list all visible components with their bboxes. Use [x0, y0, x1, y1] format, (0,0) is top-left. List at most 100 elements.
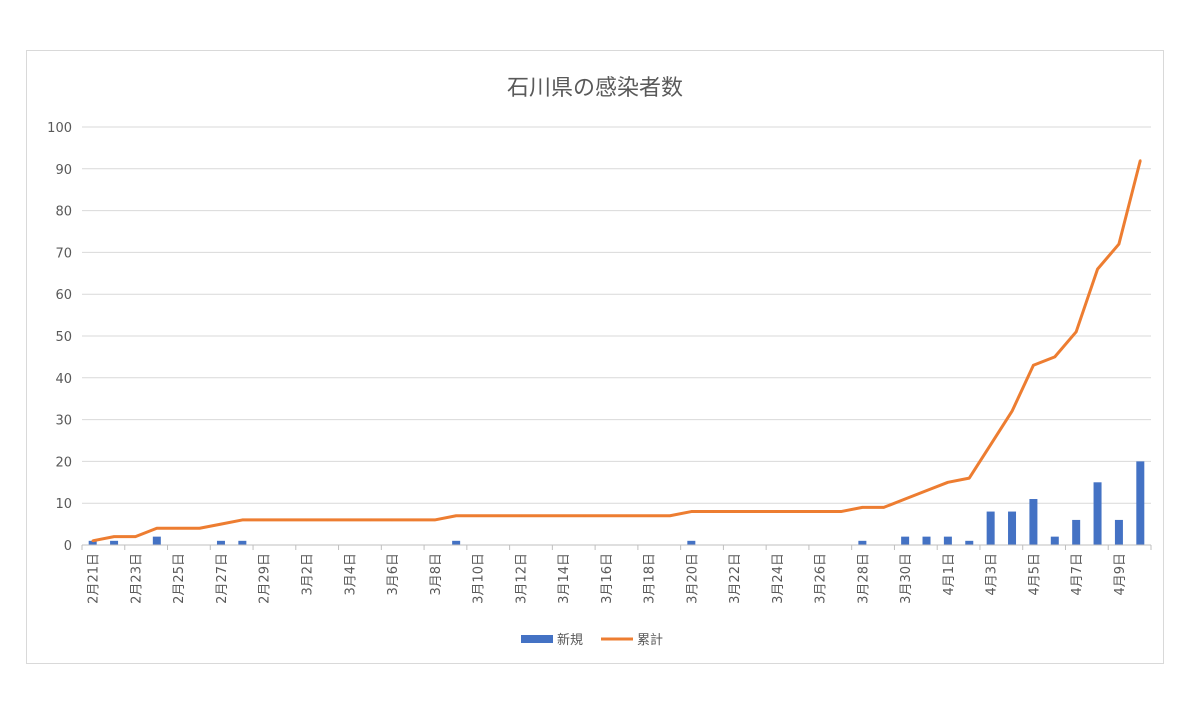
x-tick-label: 2月29日: [258, 553, 273, 604]
line-point-2月23日: [134, 535, 137, 538]
bar-4月9日: [1114, 519, 1123, 545]
line-point-3月21日: [711, 510, 714, 513]
line-point-3月14日: [561, 514, 565, 517]
line-point-4月1日: [946, 481, 950, 484]
chart-title: 石川県の感染者数: [507, 76, 683, 101]
line-point-3月11日: [497, 514, 501, 517]
bar-3月20日: [687, 540, 696, 545]
y-tick-label: 60: [55, 288, 72, 303]
line-point-3月2日: [305, 518, 308, 522]
x-tick-label: 4月9日: [1113, 553, 1128, 596]
bar-2月21日: [88, 540, 97, 545]
x-tick-label: 3月4日: [343, 553, 358, 596]
x-tick-label: 3月26日: [814, 553, 829, 604]
gridlines: [82, 126, 1151, 504]
line-series: [91, 159, 1142, 543]
y-tick-label: 40: [55, 372, 72, 387]
x-axis: [81, 544, 1152, 550]
y-tick-label: 30: [55, 414, 72, 429]
bar-3月9日: [452, 540, 461, 545]
legend-label-bar: 新規: [557, 632, 583, 648]
y-tick-label: 70: [55, 246, 72, 261]
legend-label-line: 累計: [637, 632, 663, 648]
bar-4月3日: [986, 511, 995, 545]
line-point-4月10日: [1139, 159, 1142, 162]
y-tick-label: 20: [55, 455, 72, 470]
x-tick-label: 4月5日: [1027, 553, 1042, 596]
line-point-3月5日: [369, 518, 372, 522]
x-tick-label: 2月23日: [129, 553, 144, 604]
line-point-4月4日: [1010, 410, 1014, 413]
x-tick-label: 3月6日: [386, 553, 401, 596]
line-point-2月25日: [177, 527, 180, 530]
bar-4月2日: [965, 540, 974, 545]
line-point-3月19日: [668, 514, 672, 517]
x-tick-label: 3月8日: [429, 553, 444, 596]
y-axis-ticks: 0 10 20 30 40 50 60 70 80 90 100: [47, 121, 72, 554]
line-point-3月6日: [390, 518, 394, 522]
y-tick-label: 10: [55, 497, 72, 512]
y-tick-label: 50: [55, 330, 72, 345]
line-point-3月1日: [283, 518, 287, 522]
bar-4月1日: [943, 536, 952, 545]
line-point-3月7日: [412, 518, 415, 522]
line-point-3月29日: [882, 506, 885, 509]
line-point-2月22日: [112, 535, 116, 538]
x-tick-label: 4月1日: [942, 553, 957, 596]
line-point-4月3日: [989, 443, 992, 446]
line-point-3月20日: [690, 510, 693, 513]
x-tick-label: 3月20日: [685, 553, 700, 604]
y-tick-label: 0: [64, 539, 72, 554]
bar-series: [88, 461, 1145, 545]
line-point-3月18日: [647, 514, 650, 517]
line-point-3月25日: [797, 510, 800, 513]
bar-4月10日: [1136, 461, 1145, 545]
x-tick-label: 3月16日: [600, 553, 615, 604]
line-point-4月5日: [1032, 364, 1035, 367]
line-series-path: [92, 160, 1142, 543]
line-point-3月12日: [519, 514, 522, 517]
line-point-3月10日: [476, 514, 479, 517]
x-tick-label: 3月24日: [771, 553, 786, 604]
bar-3月31日: [922, 536, 931, 545]
bar-4月4日: [1008, 511, 1017, 545]
bar-2月24日: [152, 536, 161, 545]
line-point-2月27日: [219, 522, 223, 526]
chart-frame: 石川県の感染者数 0 10 20 30 40 50 60 70 80 90 100 2月21日 2月2…: [26, 50, 1164, 664]
line-point-3月23日: [754, 510, 757, 513]
line-point-3月17日: [625, 514, 629, 517]
x-tick-label: 3月22日: [728, 553, 743, 604]
line-point-4月7日: [1074, 330, 1078, 334]
line-point-2月29日: [262, 518, 265, 522]
line-point-4月2日: [968, 476, 971, 480]
line-point-4月9日: [1117, 242, 1121, 246]
line-point-3月8日: [433, 518, 436, 522]
line-point-3月13日: [540, 514, 543, 517]
bar-3月30日: [901, 536, 910, 545]
bar-4月5日: [1029, 499, 1038, 545]
x-tick-label: 3月2日: [300, 553, 315, 596]
line-point-2月28日: [241, 518, 244, 522]
x-tick-label: 2月25日: [172, 553, 187, 604]
line-point-3月27日: [839, 510, 843, 513]
x-tick-label: 2月21日: [87, 553, 102, 604]
x-axis-ticks: 2月21日 2月23日 2月25日 2月27日 2月29日 3月2日 3月4日 3月6日 3月8…: [87, 553, 1128, 604]
bar-2月27日: [216, 540, 225, 545]
y-tick-label: 100: [47, 121, 72, 136]
line-point-3月4日: [348, 518, 351, 522]
line-point-3月15日: [583, 514, 586, 517]
line-point-4月6日: [1053, 355, 1056, 359]
x-tick-label: 3月28日: [856, 553, 871, 604]
bar-3月28日: [858, 540, 867, 545]
x-tick-label: 3月30日: [899, 553, 914, 604]
bar-4月6日: [1050, 536, 1059, 545]
line-point-2月21日: [91, 539, 94, 543]
x-tick-label: 3月10日: [472, 553, 487, 604]
line-point-3月3日: [326, 518, 330, 522]
legend-swatch-bar: [521, 635, 553, 643]
legend: 新規 累計: [521, 632, 663, 648]
line-point-3月22日: [732, 510, 736, 513]
line-point-3月24日: [775, 510, 779, 513]
y-tick-label: 80: [55, 205, 72, 220]
